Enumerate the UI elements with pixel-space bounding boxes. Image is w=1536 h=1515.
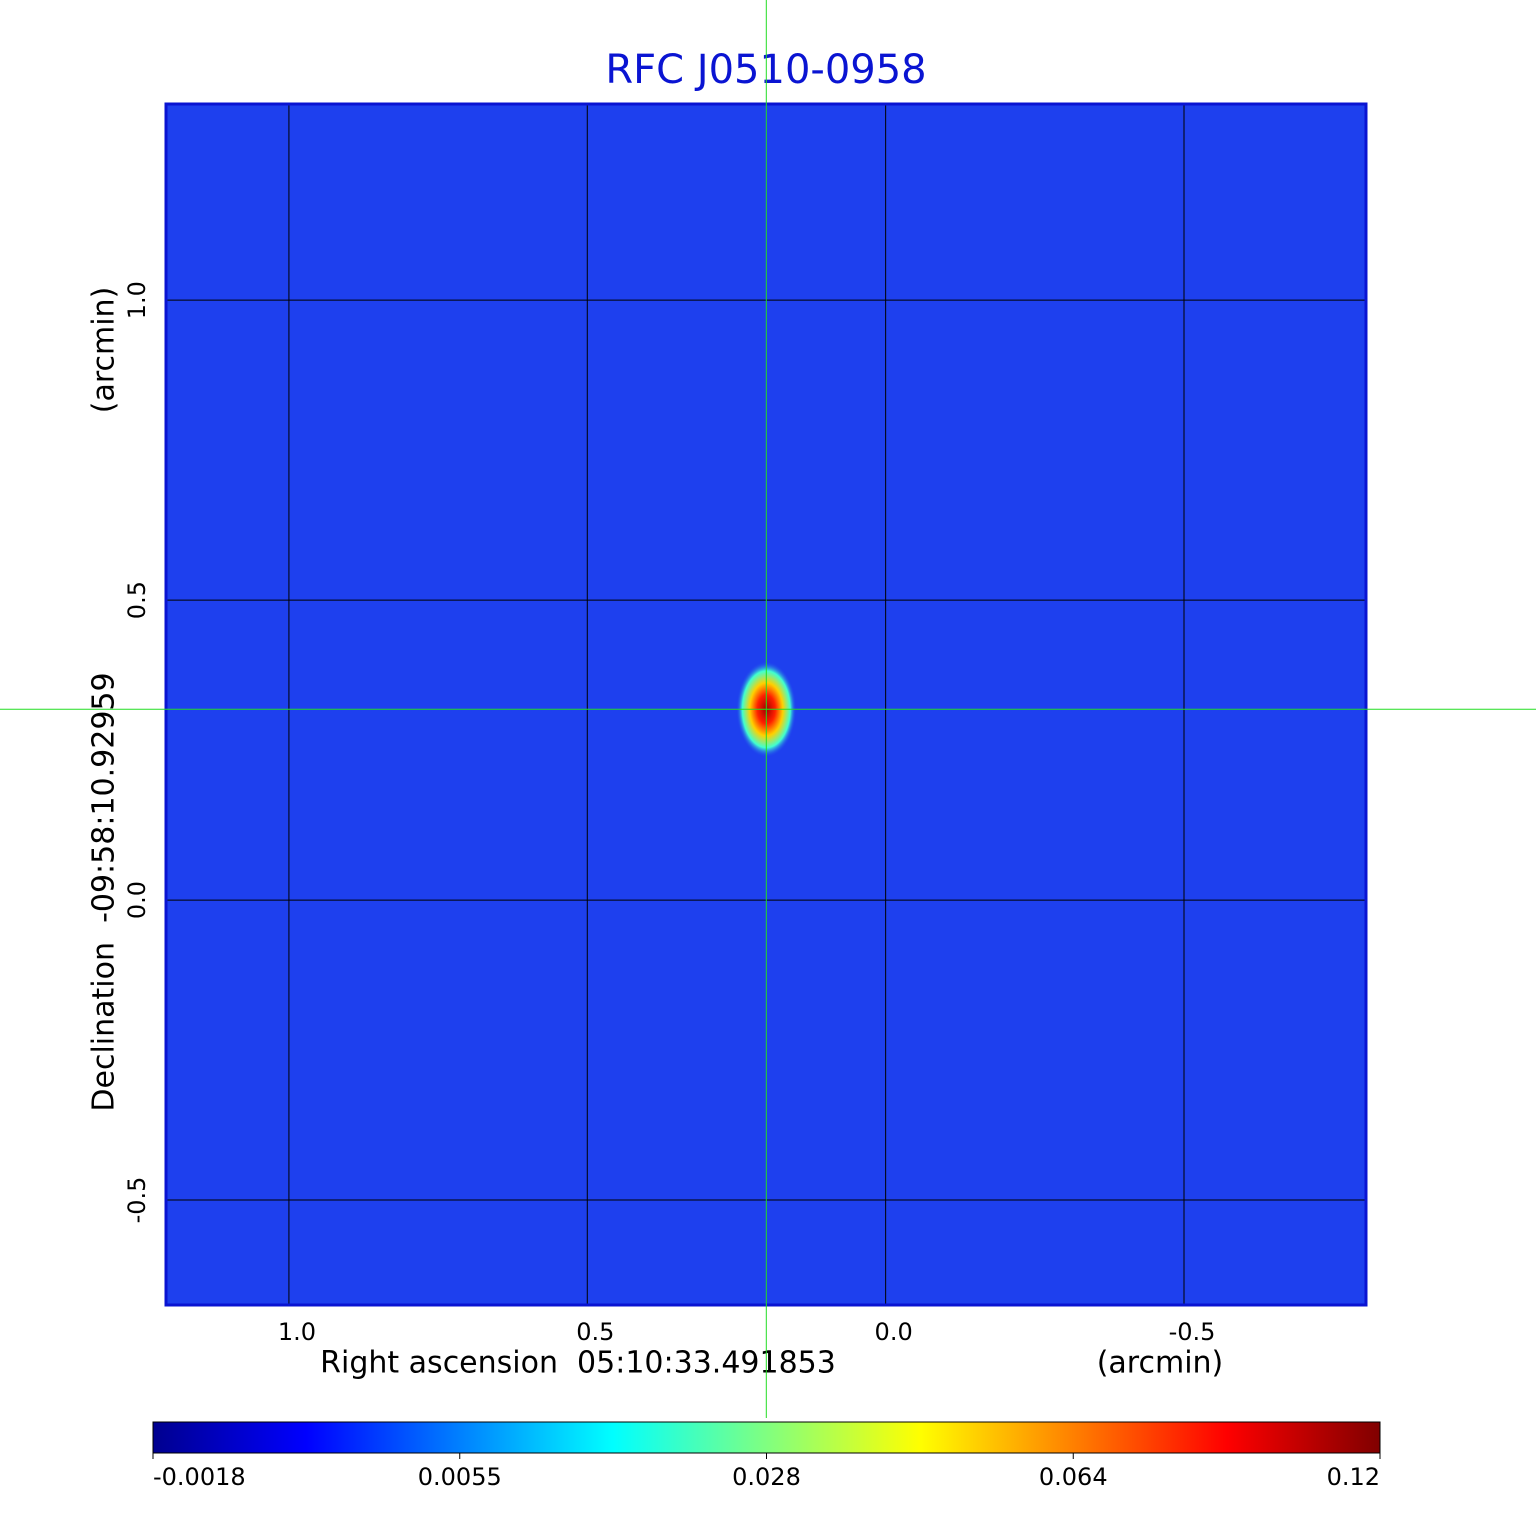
x-tick-label: 0.5	[576, 1318, 614, 1346]
y-tick-label: 0.0	[123, 881, 151, 919]
colorbar-tick-label: 0.0055	[418, 1463, 502, 1491]
x-axis-label: Right ascension 05:10:33.491853	[320, 1346, 836, 1381]
y-tick-label: 0.5	[123, 581, 151, 619]
colorbar-tick-label: 0.028	[732, 1463, 801, 1491]
y-tick-label: 1.0	[123, 281, 151, 319]
colorbar	[152, 1421, 1381, 1454]
x-tick-label: 1.0	[278, 1318, 316, 1346]
colorbar-tick-label: 0.12	[1327, 1463, 1380, 1491]
y-tick-label: -0.5	[123, 1177, 151, 1224]
y-axis-label: Declination -09:58:10.92959	[87, 672, 122, 1111]
x-axis-unit: (arcmin)	[1097, 1346, 1224, 1381]
x-tick-label: 0.0	[875, 1318, 913, 1346]
colorbar-tick-label: -0.0018	[153, 1463, 246, 1491]
x-tick-label: -0.5	[1169, 1318, 1216, 1346]
colorbar-tick-label: 0.064	[1039, 1463, 1108, 1491]
y-axis-unit: (arcmin)	[87, 287, 122, 414]
